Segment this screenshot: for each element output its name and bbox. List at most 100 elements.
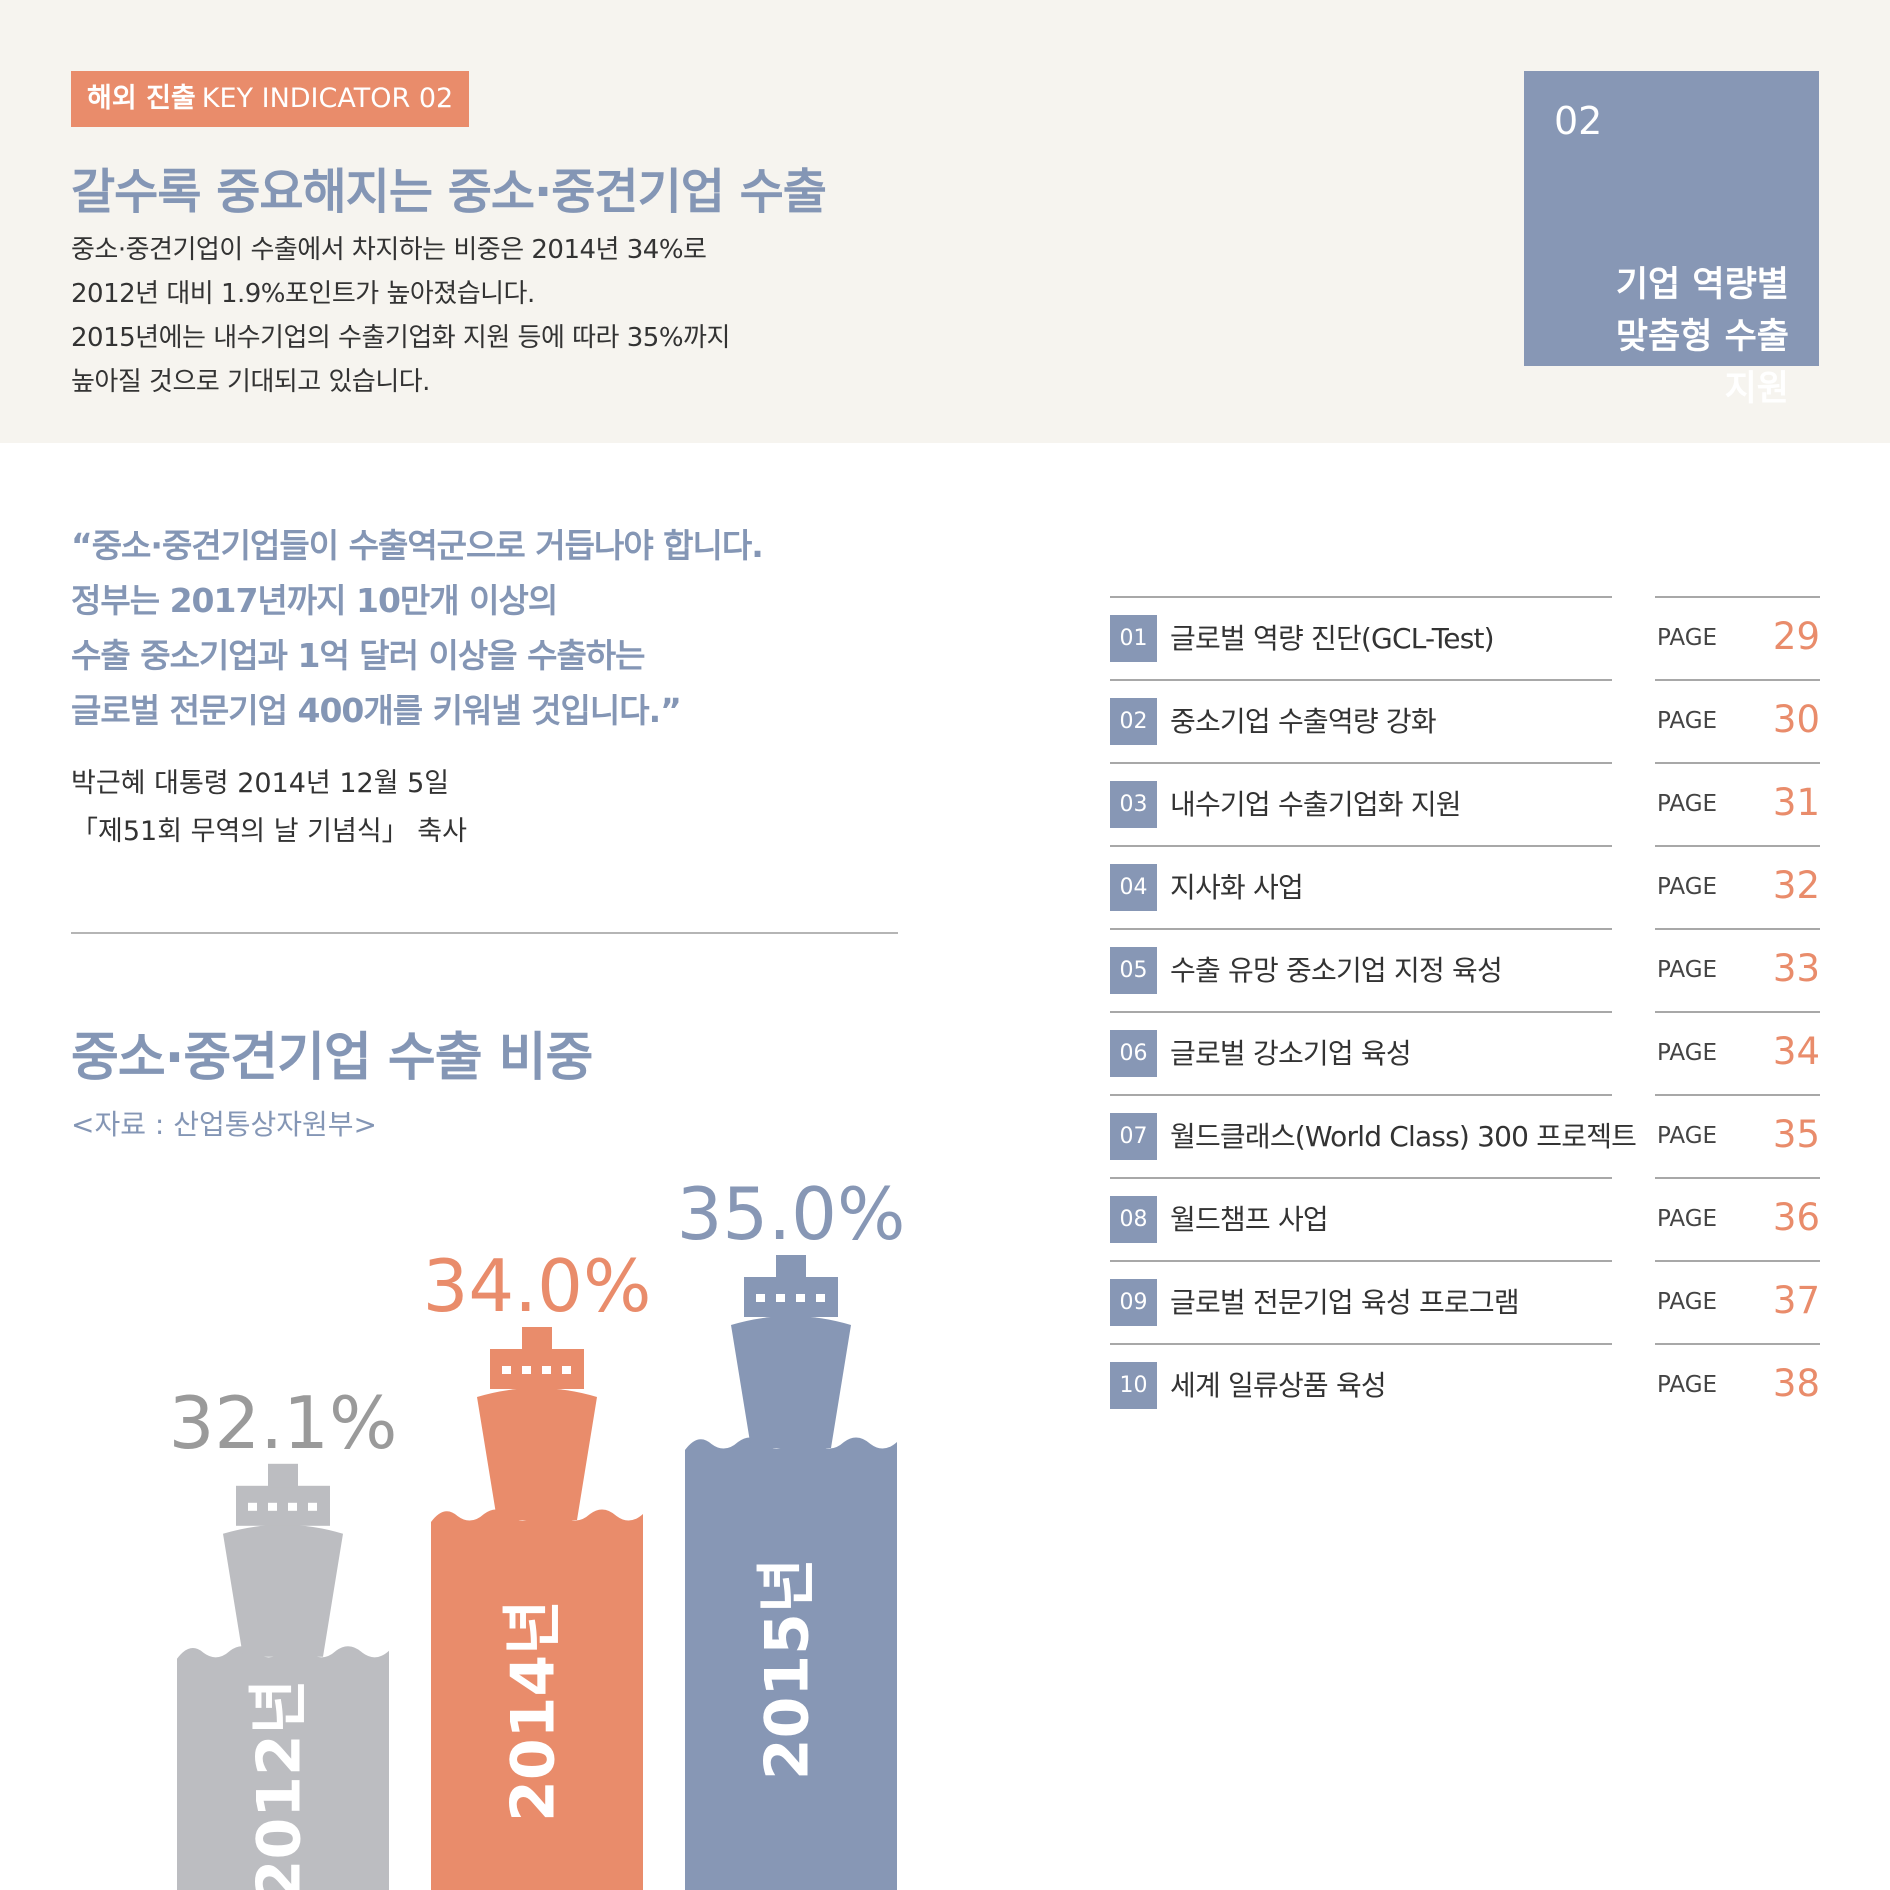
toc-item[interactable]: 07 월드클래스(World Class) 300 프로젝트 PAGE 35: [1110, 1094, 1820, 1177]
toc-rule: [1110, 679, 1612, 681]
toc-page-number: 35: [1772, 1113, 1820, 1156]
table-of-contents: 01 글로벌 역량 진단(GCL-Test) PAGE 29 02 중소기업 수출역량 강…: [1110, 596, 1820, 1426]
intro-line: 2012년 대비 1.9%포인트가 높아졌습니다.: [71, 279, 535, 309]
toc-rule: [1655, 1094, 1820, 1096]
section-number: 02: [1554, 99, 1603, 143]
toc-rule: [1655, 679, 1820, 681]
toc-item[interactable]: 03 내수기업 수출기업화 지원 PAGE 31: [1110, 762, 1820, 845]
toc-item-number: 08: [1110, 1196, 1157, 1243]
ship-window: [522, 1366, 531, 1374]
ship-window: [288, 1502, 297, 1511]
quote-line: 정부는 2017년까지 10만개 이상의: [71, 581, 558, 620]
toc-item[interactable]: 05 수출 유망 중소기업 지정 육성 PAGE 33: [1110, 928, 1820, 1011]
intro-line: 2015년에는 내수기업의 수출기업화 지원 등에 따라 35%까지: [71, 323, 730, 353]
toc-page-word: PAGE: [1657, 957, 1718, 983]
ship-chimney: [776, 1255, 806, 1279]
toc-item-label: 수출 유망 중소기업 지정 육성: [1170, 954, 1503, 987]
bar-value-label: 35.0%: [677, 1172, 906, 1256]
toc-rule: [1655, 1177, 1820, 1179]
toc-item-label: 월드클래스(World Class) 300 프로젝트: [1170, 1120, 1637, 1153]
toc-item-number: 02: [1110, 698, 1157, 745]
toc-page-number: 34: [1772, 1030, 1820, 1073]
kicker-rest: KEY INDICATOR 02: [201, 83, 454, 114]
toc-rule: [1110, 928, 1612, 930]
toc-rule: [1655, 1260, 1820, 1262]
toc-page-word: PAGE: [1657, 1289, 1718, 1315]
toc-item[interactable]: 02 중소기업 수출역량 강화 PAGE 30: [1110, 679, 1820, 762]
toc-page-word: PAGE: [1657, 1123, 1718, 1149]
toc-rule: [1655, 762, 1820, 764]
toc-rule: [1655, 1343, 1820, 1345]
kicker-bold: 해외 진출: [87, 83, 196, 114]
ship-window: [796, 1294, 805, 1302]
ship-hull: [223, 1524, 343, 1657]
toc-page-number: 36: [1772, 1196, 1820, 1239]
toc-page-word: PAGE: [1657, 625, 1718, 651]
toc-rule: [1110, 845, 1612, 847]
toc-rule: [1110, 1011, 1612, 1013]
section-title-line: 지원: [1724, 369, 1789, 409]
bar-body: [685, 1437, 897, 1890]
presidential-quote: “중소·중견기업들이 수출역군으로 거듭나야 합니다. 정부는 2017년까지 …: [71, 518, 764, 738]
toc-page-word: PAGE: [1657, 1040, 1718, 1066]
toc-page-number: 31: [1772, 781, 1820, 824]
toc-item-number: 09: [1110, 1279, 1157, 1326]
toc-page-number: 33: [1772, 947, 1820, 990]
section-title: 기업 역량별 맞춤형 수출 지원: [1616, 259, 1789, 415]
toc-page-number: 32: [1772, 864, 1820, 907]
toc-rule: [1655, 928, 1820, 930]
toc-item-label: 글로벌 강소기업 육성: [1170, 1037, 1412, 1070]
attribution-line: 「제51회 무역의 날 기념식」 축사: [71, 816, 467, 847]
section-divider: [71, 932, 898, 934]
section-title-line: 기업 역량별: [1615, 265, 1789, 305]
toc-item[interactable]: 06 글로벌 강소기업 육성 PAGE 34: [1110, 1011, 1820, 1094]
toc-item-number: 10: [1110, 1362, 1157, 1409]
toc-page-word: PAGE: [1657, 791, 1718, 817]
toc-item[interactable]: 04 지사화 사업 PAGE 32: [1110, 845, 1820, 928]
toc-rule: [1655, 596, 1820, 598]
bar-category-label: 2012년: [245, 1679, 315, 1890]
ship-chimney: [522, 1327, 552, 1351]
toc-item-number: 07: [1110, 1113, 1157, 1160]
toc-rule: [1110, 596, 1612, 598]
toc-item-number: 03: [1110, 781, 1157, 828]
bar-body: [177, 1646, 389, 1890]
toc-item[interactable]: 08 월드챔프 사업 PAGE 36: [1110, 1177, 1820, 1260]
ship-hull: [477, 1388, 597, 1520]
toc-item-label: 월드챔프 사업: [1170, 1203, 1329, 1236]
ship-window: [756, 1294, 765, 1302]
ship-hull: [731, 1316, 851, 1448]
ship-window: [308, 1502, 317, 1511]
toc-page-word: PAGE: [1657, 874, 1718, 900]
toc-rule: [1655, 1011, 1820, 1013]
toc-item-label: 글로벌 역량 진단(GCL-Test): [1170, 622, 1495, 655]
quote-line: 수출 중소기업과 1억 달러 이상을 수출하는: [71, 636, 646, 675]
ship-chimney: [268, 1463, 298, 1488]
section-title-line: 맞춤형 수출: [1615, 317, 1789, 357]
section-box: 02 기업 역량별 맞춤형 수출 지원: [1524, 71, 1819, 409]
toc-item-label: 내수기업 수출기업화 지원: [1170, 788, 1462, 821]
toc-page-number: 38: [1772, 1362, 1820, 1405]
toc-page-word: PAGE: [1657, 1206, 1718, 1232]
bar-body: [431, 1509, 643, 1890]
bar-category-label: 2015년: [753, 1558, 823, 1780]
quote-line: 글로벌 전문기업 400개를 키워낼 것입니다.”: [71, 691, 682, 730]
toc-item[interactable]: 09 글로벌 전문기업 육성 프로그램 PAGE 37: [1110, 1260, 1820, 1343]
quote-attribution: 박근혜 대통령 2014년 12월 5일 「제51회 무역의 날 기념식」 축사: [71, 760, 467, 856]
quote-line: “중소·중견기업들이 수출역군으로 거듭나야 합니다.: [71, 526, 764, 565]
key-indicator-tag: 해외 진출 KEY INDICATOR 02: [71, 71, 470, 127]
ship-window: [816, 1294, 825, 1302]
toc-rule: [1110, 1260, 1612, 1262]
intro-line: 높아질 것으로 기대되고 있습니다.: [71, 367, 430, 397]
toc-page-number: 30: [1772, 698, 1820, 741]
bar-category-label: 2014년: [499, 1600, 569, 1822]
toc-item-number: 05: [1110, 947, 1157, 994]
ship-window: [542, 1366, 551, 1374]
intro-line: 중소·중견기업이 수출에서 차지하는 비중은 2014년 34%로: [71, 235, 707, 265]
bar-value-label: 34.0%: [423, 1244, 652, 1328]
toc-item-number: 01: [1110, 615, 1157, 662]
bar-value-label: 32.1%: [169, 1381, 398, 1465]
toc-item[interactable]: 01 글로벌 역량 진단(GCL-Test) PAGE 29: [1110, 596, 1820, 679]
toc-item[interactable]: 10 세계 일류상품 육성 PAGE 38: [1110, 1343, 1820, 1426]
intro-text: 중소·중견기업이 수출에서 차지하는 비중은 2014년 34%로 2012년 …: [71, 228, 791, 404]
